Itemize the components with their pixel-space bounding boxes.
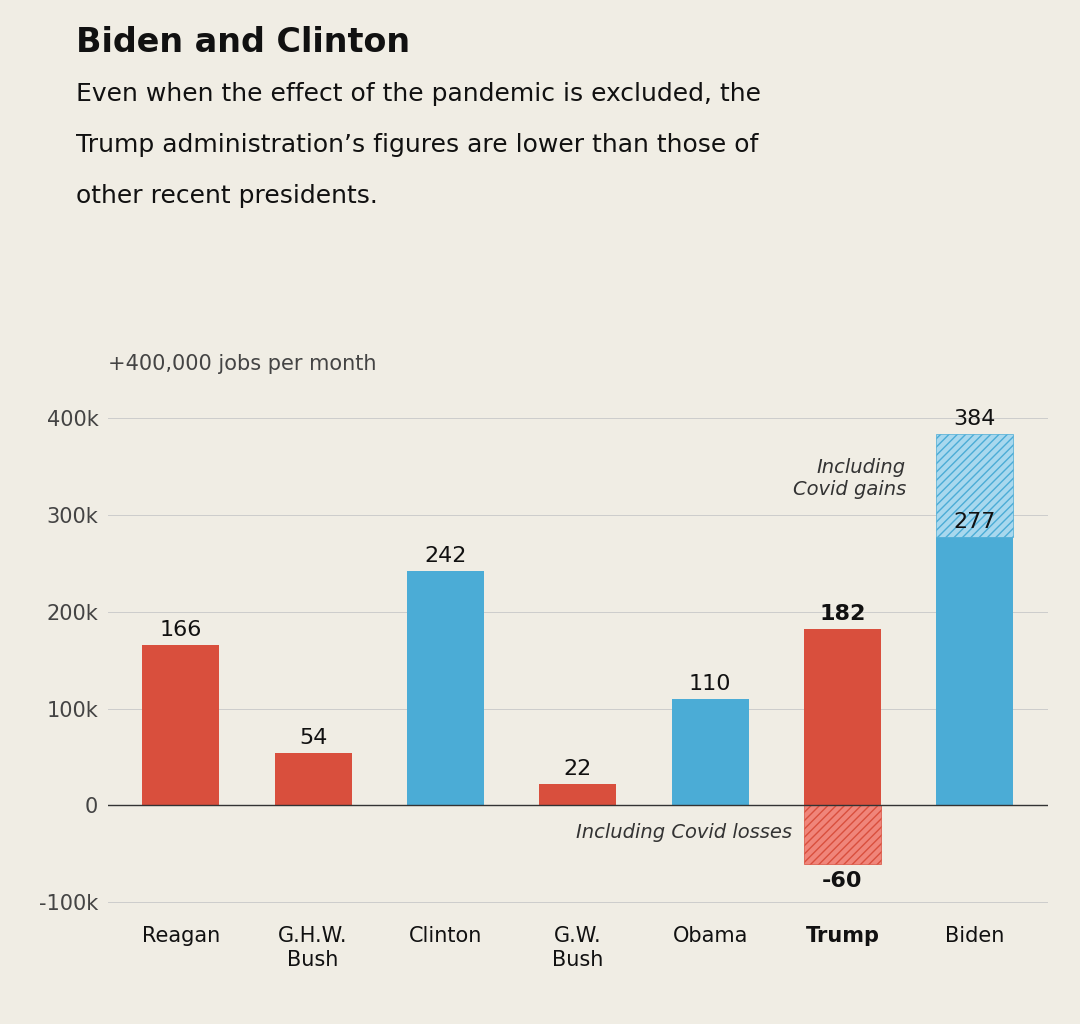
Text: 54: 54 xyxy=(299,728,327,749)
Bar xyxy=(539,784,617,806)
Text: 182: 182 xyxy=(820,604,866,625)
Text: other recent presidents.: other recent presidents. xyxy=(76,184,378,208)
Text: 110: 110 xyxy=(689,674,731,694)
Bar xyxy=(143,645,219,806)
Text: 242: 242 xyxy=(424,546,467,566)
Text: Trump: Trump xyxy=(806,927,879,946)
Bar xyxy=(936,538,1013,806)
Text: Including Covid losses: Including Covid losses xyxy=(577,823,793,842)
Text: Even when the effect of the pandemic is excluded, the: Even when the effect of the pandemic is … xyxy=(76,82,760,105)
Text: -60: -60 xyxy=(822,871,863,891)
Text: Biden: Biden xyxy=(945,927,1004,946)
Text: 384: 384 xyxy=(954,409,996,429)
Text: +400,000 jobs per month: +400,000 jobs per month xyxy=(108,353,377,374)
Text: 22: 22 xyxy=(564,759,592,779)
Text: G.W.
Bush: G.W. Bush xyxy=(552,927,604,970)
Text: Biden and Clinton: Biden and Clinton xyxy=(76,26,409,58)
Text: 166: 166 xyxy=(160,620,202,640)
Bar xyxy=(805,806,881,863)
Text: G.H.W.
Bush: G.H.W. Bush xyxy=(279,927,348,970)
Bar xyxy=(805,629,881,806)
Bar xyxy=(407,571,484,806)
Bar xyxy=(936,433,1013,538)
Bar xyxy=(672,699,748,806)
Text: Including
Covid gains: Including Covid gains xyxy=(793,458,906,499)
Text: Obama: Obama xyxy=(673,927,747,946)
Text: 277: 277 xyxy=(954,512,996,532)
Bar xyxy=(274,753,351,806)
Text: Trump administration’s figures are lower than those of: Trump administration’s figures are lower… xyxy=(76,133,758,157)
Text: Reagan: Reagan xyxy=(141,927,220,946)
Text: Clinton: Clinton xyxy=(408,927,482,946)
